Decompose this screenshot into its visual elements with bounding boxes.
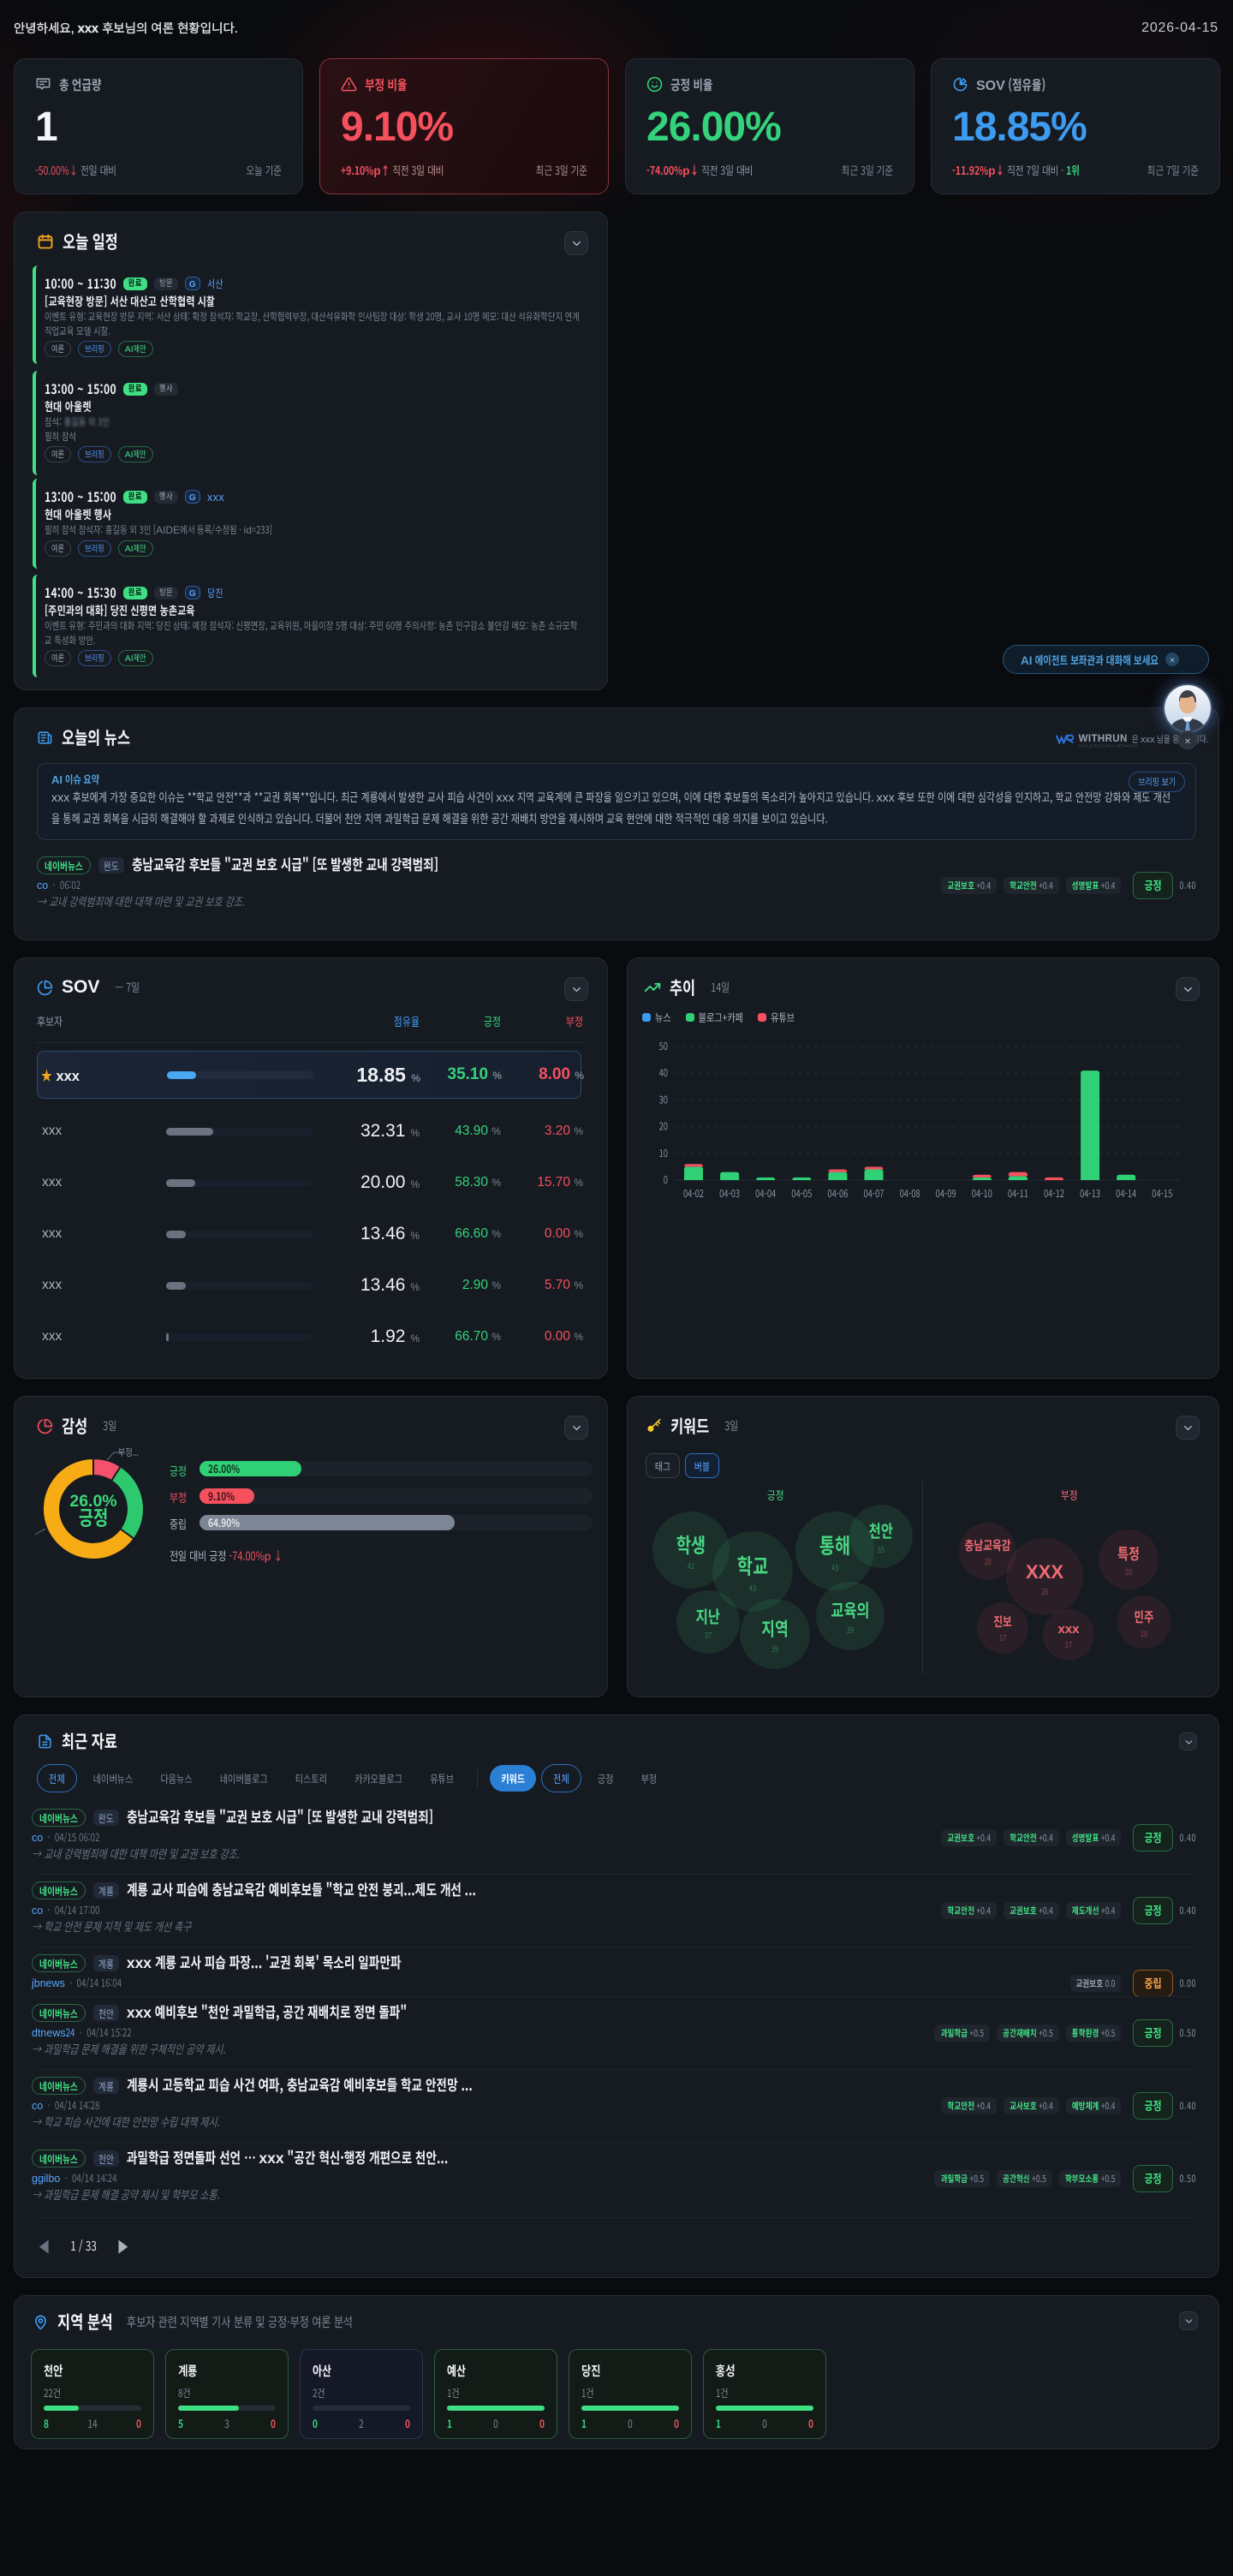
svg-text:26.0%: 26.0% — [69, 1492, 116, 1511]
svg-text:긍정: 긍정 — [79, 1501, 108, 1531]
svg-text:04-07: 04-07 — [863, 1186, 884, 1201]
svg-text:04-03: 04-03 — [719, 1186, 740, 1201]
svg-text:10: 10 — [659, 1146, 668, 1160]
svg-text:50: 50 — [659, 1039, 668, 1053]
svg-text:20: 20 — [659, 1119, 668, 1134]
svg-text:04-15: 04-15 — [1152, 1186, 1172, 1201]
svg-text:40: 40 — [659, 1065, 668, 1080]
svg-text:04-08: 04-08 — [900, 1186, 920, 1201]
svg-text:0: 0 — [664, 1172, 668, 1187]
svg-text:04-05: 04-05 — [791, 1186, 812, 1201]
svg-text:04-06: 04-06 — [827, 1186, 848, 1201]
svg-text:04-10: 04-10 — [972, 1186, 992, 1201]
svg-text:30: 30 — [659, 1092, 668, 1106]
svg-text:04-02: 04-02 — [683, 1186, 704, 1201]
svg-text:04-12: 04-12 — [1044, 1186, 1064, 1201]
svg-text:04-14: 04-14 — [1116, 1186, 1136, 1201]
svg-text:04-04: 04-04 — [755, 1186, 776, 1201]
svg-text:04-13: 04-13 — [1080, 1186, 1100, 1201]
svg-text:04-09: 04-09 — [936, 1186, 956, 1201]
svg-text:04-11: 04-11 — [1008, 1186, 1028, 1201]
